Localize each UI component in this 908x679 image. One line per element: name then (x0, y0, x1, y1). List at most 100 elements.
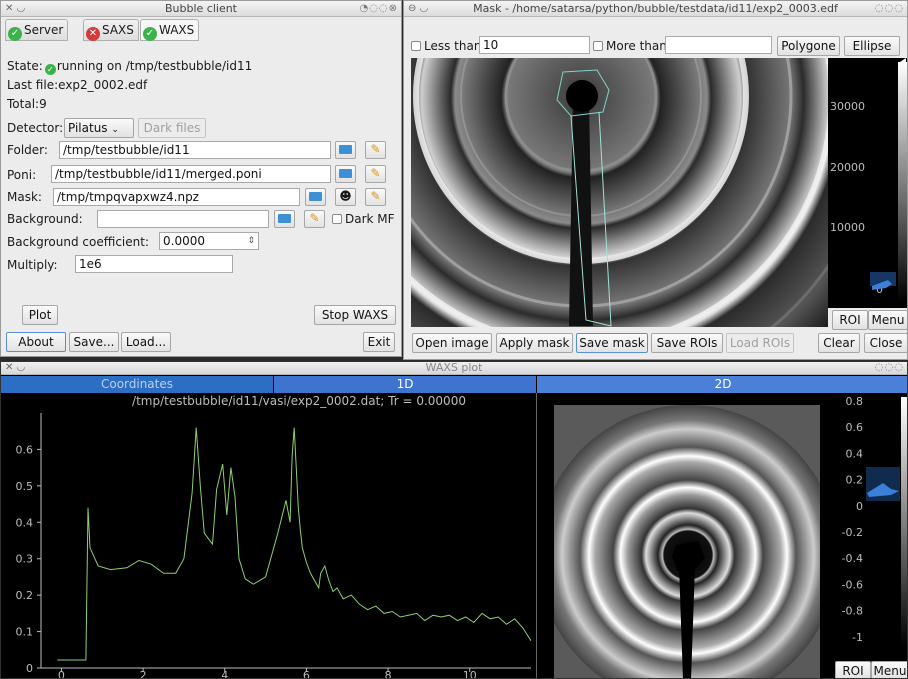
save-rois-button[interactable]: Save ROIs (651, 333, 723, 353)
state-row: State: ✓ running on /tmp/testbubble/id11 (7, 58, 252, 75)
window-menu-icon[interactable]: ✕ ◡ (5, 3, 26, 14)
detector-select[interactable]: Pilatus ⌄ (64, 118, 134, 138)
ok-icon: ✓ (44, 64, 56, 75)
more-than-checkbox[interactable]: More than (593, 38, 667, 54)
mask-histogram[interactable]: 30000 20000 10000 0 (828, 58, 907, 308)
window-menu-icon[interactable]: ✕ ◡ (5, 362, 26, 373)
save-mask-button[interactable]: Save mask (576, 333, 648, 353)
lastfile-label: Last file: (7, 78, 59, 92)
diffraction-image-2d[interactable] (538, 395, 836, 679)
colorbar-tick-label: -0.8 (842, 605, 863, 618)
plot-button[interactable]: Plot (22, 305, 58, 325)
open-image-button[interactable]: Open image (412, 333, 492, 353)
y-tick-label: 0.2 (16, 589, 34, 602)
mask-field[interactable]: /tmp/tmpqvapxwz4.npz (53, 188, 300, 206)
roi-button[interactable]: ROI (832, 310, 868, 330)
menu-button[interactable]: Menu (871, 661, 907, 678)
colorbar-tick-label: -0.6 (842, 578, 863, 591)
scale-tick: 20000 (830, 161, 865, 174)
tab-coordinates[interactable]: Coordinates (1, 376, 273, 393)
clear-button[interactable]: Clear (818, 333, 860, 353)
window-title: Bubble client (164, 2, 237, 15)
clear-broom-icon[interactable]: ✎ (365, 188, 386, 206)
y-tick-label: 0.3 (16, 553, 34, 566)
multiply-field[interactable]: 1e6 (75, 255, 233, 273)
folder-open-icon[interactable] (335, 165, 356, 183)
clear-broom-icon[interactable]: ✎ (365, 165, 386, 183)
mask-label: Mask: (7, 190, 42, 204)
folder-open-icon[interactable] (305, 188, 326, 206)
colorbar-tick-label: 0 (856, 500, 863, 513)
mask-image-view[interactable] (411, 58, 828, 327)
mask-titlebar: ⊖ ◡ Mask - /home/satarsa/python/bubble/t… (404, 1, 907, 17)
stop-waxs-button[interactable]: Stop WAXS (314, 305, 396, 325)
close-button[interactable]: Close (864, 333, 907, 353)
tab-waxs[interactable]: ✓ WAXS (140, 19, 200, 41)
window-controls-icon[interactable]: ◌◌◌ (874, 362, 904, 373)
lastfile-row: Last file:exp2_0002.edf (7, 77, 147, 93)
multiply-label: Multiply: (7, 258, 58, 272)
bubble-client-window: ✕ ◡ Bubble client ◔◌◌⊗ ✓ Server ✕ SAXS ✓ WA… (0, 0, 402, 357)
less-than-field[interactable]: 10 (479, 36, 590, 54)
detector-label: Detector: (7, 121, 64, 135)
colorbar-tick-label: -0.2 (842, 526, 863, 539)
checkbox-icon (411, 41, 421, 51)
dark-files-button[interactable]: Dark files (138, 118, 206, 138)
ellipse-button[interactable]: Ellipse (844, 36, 900, 56)
polygone-button[interactable]: Polygone (777, 36, 840, 56)
about-button[interactable]: About (6, 332, 66, 352)
poni-field[interactable]: /tmp/testbubble/id11/merged.poni (51, 165, 331, 183)
x-tick-label: 10 (463, 669, 477, 679)
folder-label: Folder: (7, 143, 48, 157)
roi-button[interactable]: ROI (835, 661, 871, 678)
state-value: running on /tmp/testbubble/id11 (56, 59, 253, 73)
dark-mf-checkbox[interactable]: Dark MF (332, 211, 395, 227)
total-row: Total:9 (7, 96, 47, 112)
window-menu-icon[interactable]: ⊖ ◡ (408, 3, 429, 14)
ok-icon: ✓ (143, 27, 157, 41)
mask-face-icon[interactable]: ☻ (335, 188, 356, 206)
window-controls-icon[interactable]: ◔◌◌⊗ (359, 3, 398, 14)
colorbar-tick-label: -1 (852, 631, 863, 644)
waxs-titlebar: ✕ ◡ WAXS plot ◌◌◌ (1, 362, 907, 375)
save-button[interactable]: Save... (69, 332, 119, 352)
dark-mf-label: Dark MF (345, 212, 395, 226)
background-field[interactable] (97, 210, 269, 228)
tab-server-label: Server (24, 23, 64, 37)
x-tick-label: 0 (58, 669, 65, 679)
colorbar-2d[interactable]: 0.8 0.6 0.4 0.2 0 -0.2 -0.4 -0.6 -0.8 -1 (839, 393, 908, 653)
x-tick-label: 2 (140, 669, 147, 679)
tab-2d[interactable]: 2D (537, 376, 907, 393)
menu-button[interactable]: Menu (868, 310, 907, 330)
less-than-checkbox[interactable]: Less than (411, 38, 481, 54)
window-controls-icon[interactable]: ◌◌◌ (874, 3, 904, 14)
bgcoef-spinbox[interactable]: 0.0000 ⇕ (159, 232, 259, 250)
clear-broom-icon[interactable]: ✎ (365, 141, 386, 159)
mask-window: ⊖ ◡ Mask - /home/satarsa/python/bubble/t… (403, 0, 908, 360)
tab-server[interactable]: ✓ Server (5, 19, 69, 41)
chevron-down-icon: ⌄ (111, 125, 119, 135)
tab-1d[interactable]: 1D (274, 376, 536, 393)
scale-tick: 30000 (830, 100, 865, 113)
waxs-plot-window: ✕ ◡ WAXS plot ◌◌◌ Coordinates 1D 2D /tmp… (0, 361, 908, 679)
apply-mask-button[interactable]: Apply mask (496, 333, 573, 353)
folder-field[interactable]: /tmp/testbubble/id11 (59, 141, 331, 159)
state-label: State: (7, 59, 43, 73)
exit-button[interactable]: Exit (363, 332, 395, 352)
folder-open-icon[interactable] (274, 210, 295, 228)
folder-open-icon[interactable] (335, 141, 356, 159)
colorbar-tick-label: 0.2 (846, 474, 864, 487)
colorbar-tick-label: 0.4 (846, 447, 864, 460)
bubble-titlebar: ✕ ◡ Bubble client ◔◌◌⊗ (1, 1, 401, 17)
line-plot-1d[interactable]: /tmp/testbubble/id11/vasi/exp2_0002.dat;… (1, 393, 536, 679)
load-button[interactable]: Load... (121, 332, 171, 352)
more-than-field[interactable] (665, 36, 772, 54)
lastfile-value: exp2_0002.edf (58, 78, 148, 92)
load-rois-button[interactable]: Load ROIs (726, 333, 794, 353)
clear-broom-icon[interactable]: ✎ (304, 210, 325, 228)
spin-arrows-icon[interactable]: ⇕ (247, 236, 255, 246)
less-than-label: Less than (424, 39, 482, 53)
y-tick-label: 0.6 (16, 443, 34, 456)
tab-saxs[interactable]: ✕ SAXS (83, 19, 139, 41)
detector-value: Pilatus (68, 121, 108, 135)
